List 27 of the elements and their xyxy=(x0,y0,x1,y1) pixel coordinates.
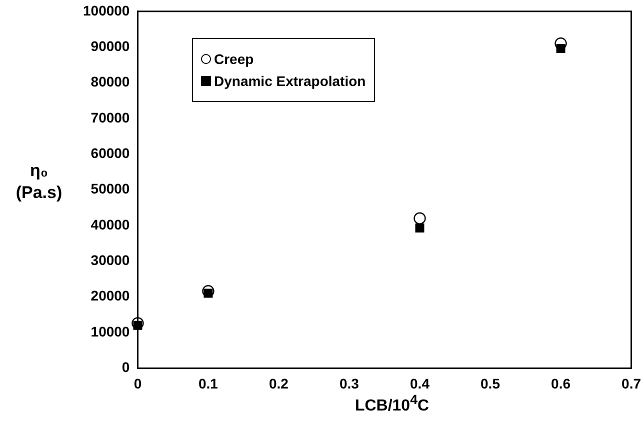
point xyxy=(414,212,426,224)
x-tick-label: 0.6 xyxy=(551,375,571,392)
y-tick-label: 0 xyxy=(122,359,130,376)
y-tick-label: 20000 xyxy=(90,288,130,304)
y-tick-label: 90000 xyxy=(90,38,130,54)
legend-label: Dynamic Extrapolation xyxy=(214,73,366,89)
y-tick-label: 10000 xyxy=(90,323,130,340)
x-tick-label: 0.1 xyxy=(198,375,218,392)
x-tick-label: 0.3 xyxy=(340,375,360,392)
point xyxy=(415,223,424,232)
x-tick-label: 0.4 xyxy=(410,375,430,392)
y-tick-label: 50000 xyxy=(90,180,130,197)
y-tick-label: 30000 xyxy=(90,252,130,268)
x-tick-label: 0 xyxy=(134,375,142,392)
legend-label: Creep xyxy=(214,51,254,67)
y-tick-label: 60000 xyxy=(90,144,130,161)
y-axis-title: η₀ (Pa.s) xyxy=(14,160,64,204)
y-tick-label: 80000 xyxy=(90,74,130,90)
point xyxy=(556,44,566,53)
y-tick-label: 100000 xyxy=(83,2,130,18)
y-tick-label: 70000 xyxy=(90,109,130,126)
x-tick-label: 0.2 xyxy=(268,375,289,392)
x-axis-title: LCB/10$^{4}$C xyxy=(354,392,430,416)
y-tick-label: 40000 xyxy=(90,216,130,232)
x-tick-label: 0.5 xyxy=(480,375,500,392)
x-tick-label: 0.7 xyxy=(622,375,642,392)
point xyxy=(204,288,213,298)
